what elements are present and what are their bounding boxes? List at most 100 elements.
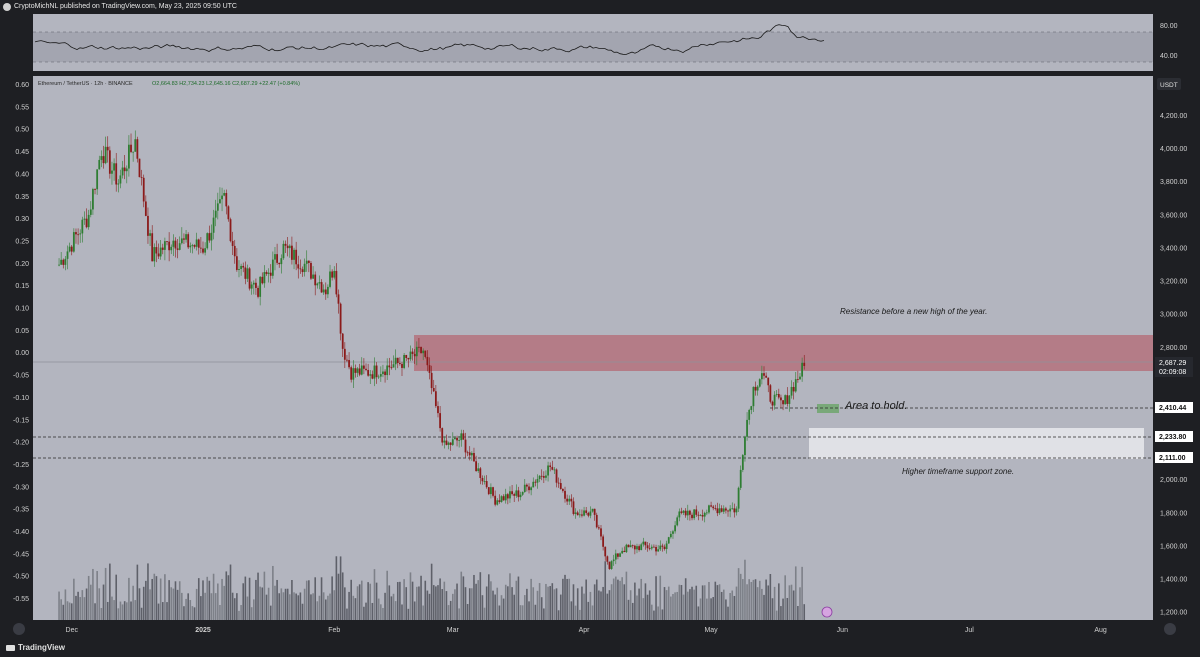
candle-body bbox=[291, 245, 293, 260]
axis-settings-icon[interactable] bbox=[13, 623, 25, 635]
volume-bar bbox=[547, 586, 549, 620]
left-axis-tick: -0.25 bbox=[13, 462, 29, 469]
candle-body bbox=[121, 167, 124, 176]
candle-body bbox=[235, 256, 238, 270]
volume-bar bbox=[574, 605, 577, 620]
candle-body bbox=[248, 268, 251, 289]
volume-bar bbox=[703, 585, 706, 620]
volume-bar bbox=[109, 563, 111, 620]
right-axis-tick: 3,600.00 bbox=[1160, 212, 1187, 219]
candle-body bbox=[633, 545, 636, 550]
volume-bar bbox=[153, 573, 156, 620]
volume-bar bbox=[240, 605, 242, 620]
candle-body bbox=[597, 527, 600, 529]
candle-body bbox=[708, 505, 710, 513]
candle-body bbox=[202, 248, 204, 253]
candle-body bbox=[629, 545, 632, 548]
volume-bar bbox=[680, 585, 683, 620]
volume-bar bbox=[94, 603, 96, 620]
author-avatar-icon bbox=[3, 3, 11, 11]
volume-bar bbox=[782, 598, 784, 620]
level-tag-2410-bg bbox=[1155, 402, 1193, 413]
candle-body bbox=[89, 209, 92, 215]
volume-bar bbox=[377, 598, 380, 620]
candle-body bbox=[678, 511, 681, 518]
candle-body bbox=[591, 508, 594, 512]
volume-bar bbox=[507, 586, 509, 620]
volume-bar bbox=[655, 576, 657, 620]
candle-body bbox=[661, 545, 664, 547]
candle-body bbox=[424, 350, 427, 357]
candle-body bbox=[564, 490, 566, 499]
volume-bar bbox=[579, 609, 581, 620]
candle-body bbox=[684, 510, 687, 516]
axis-settings-right-icon[interactable] bbox=[1164, 623, 1176, 635]
volume-bar bbox=[750, 581, 753, 620]
volume-bar bbox=[341, 572, 344, 620]
candle-body bbox=[117, 183, 120, 185]
time-axis-tick: Apr bbox=[579, 627, 591, 634]
volume-bar bbox=[62, 604, 65, 620]
candle-body bbox=[322, 289, 325, 293]
candle-body bbox=[765, 375, 768, 378]
volume-bar bbox=[261, 587, 264, 620]
candle-body bbox=[66, 251, 69, 259]
event-marker-icon[interactable] bbox=[821, 606, 833, 618]
volume-bar bbox=[617, 579, 619, 620]
candle-body bbox=[371, 374, 374, 379]
right-axis-tick: 1,600.00 bbox=[1160, 543, 1187, 550]
volume-bar bbox=[570, 601, 573, 620]
candle-body bbox=[439, 413, 442, 429]
candle-body bbox=[487, 487, 490, 495]
volume-bar bbox=[490, 581, 492, 620]
right-axis: USDT 4,200.00 4,000.00 3,800.00 3,600.00 3,4… bbox=[1157, 78, 1187, 617]
volume-bar bbox=[773, 586, 776, 620]
candle-body bbox=[589, 511, 592, 516]
currency-badge bbox=[1157, 78, 1181, 90]
candle-body bbox=[451, 439, 454, 445]
volume-bar bbox=[77, 591, 79, 620]
volume-bar bbox=[428, 593, 431, 620]
volume-bar bbox=[117, 608, 120, 620]
volume-bar bbox=[73, 578, 75, 620]
volume-bar bbox=[407, 608, 410, 620]
candle-body bbox=[496, 500, 499, 505]
candle-body bbox=[530, 487, 533, 491]
volume-bar bbox=[729, 593, 731, 620]
volume-bar bbox=[638, 588, 640, 620]
candle-body bbox=[627, 544, 630, 548]
left-axis-tick: -0.20 bbox=[13, 440, 29, 447]
volume-bar bbox=[659, 575, 662, 620]
volume-bar bbox=[665, 590, 668, 620]
volume-bar bbox=[712, 597, 714, 620]
volume-bar bbox=[278, 593, 281, 620]
volume-bar bbox=[602, 586, 604, 620]
candle-body bbox=[581, 514, 583, 516]
volume-bar bbox=[657, 606, 659, 620]
left-axis-tick: -0.40 bbox=[13, 529, 29, 536]
volume-bar bbox=[778, 583, 780, 620]
candle-body bbox=[746, 419, 748, 437]
candle-body bbox=[470, 453, 473, 456]
volume-bar bbox=[130, 601, 132, 620]
price-chart[interactable]: 80.00 40.00 Ethereum / TetherUS · 12h · … bbox=[0, 0, 1200, 640]
volume-bar bbox=[229, 564, 232, 620]
level-tag-2410-value: 2,410.44 bbox=[1159, 405, 1186, 412]
volume-bar bbox=[265, 594, 268, 620]
volume-bar bbox=[631, 602, 634, 620]
volume-bar bbox=[557, 610, 560, 620]
volume-bar bbox=[697, 606, 700, 620]
volume-bar bbox=[790, 584, 793, 620]
volume-bar bbox=[390, 596, 393, 620]
candle-body bbox=[767, 377, 770, 386]
volume-bar bbox=[257, 572, 259, 620]
candle-body bbox=[307, 260, 310, 263]
candle-body bbox=[718, 508, 721, 514]
right-axis-tick: 1,400.00 bbox=[1160, 577, 1187, 584]
candle-body bbox=[168, 241, 171, 251]
volume-bar bbox=[744, 559, 746, 620]
volume-bar bbox=[591, 605, 594, 620]
candle-body bbox=[443, 440, 446, 443]
volume-bar bbox=[174, 581, 177, 620]
candle-body bbox=[650, 546, 653, 549]
